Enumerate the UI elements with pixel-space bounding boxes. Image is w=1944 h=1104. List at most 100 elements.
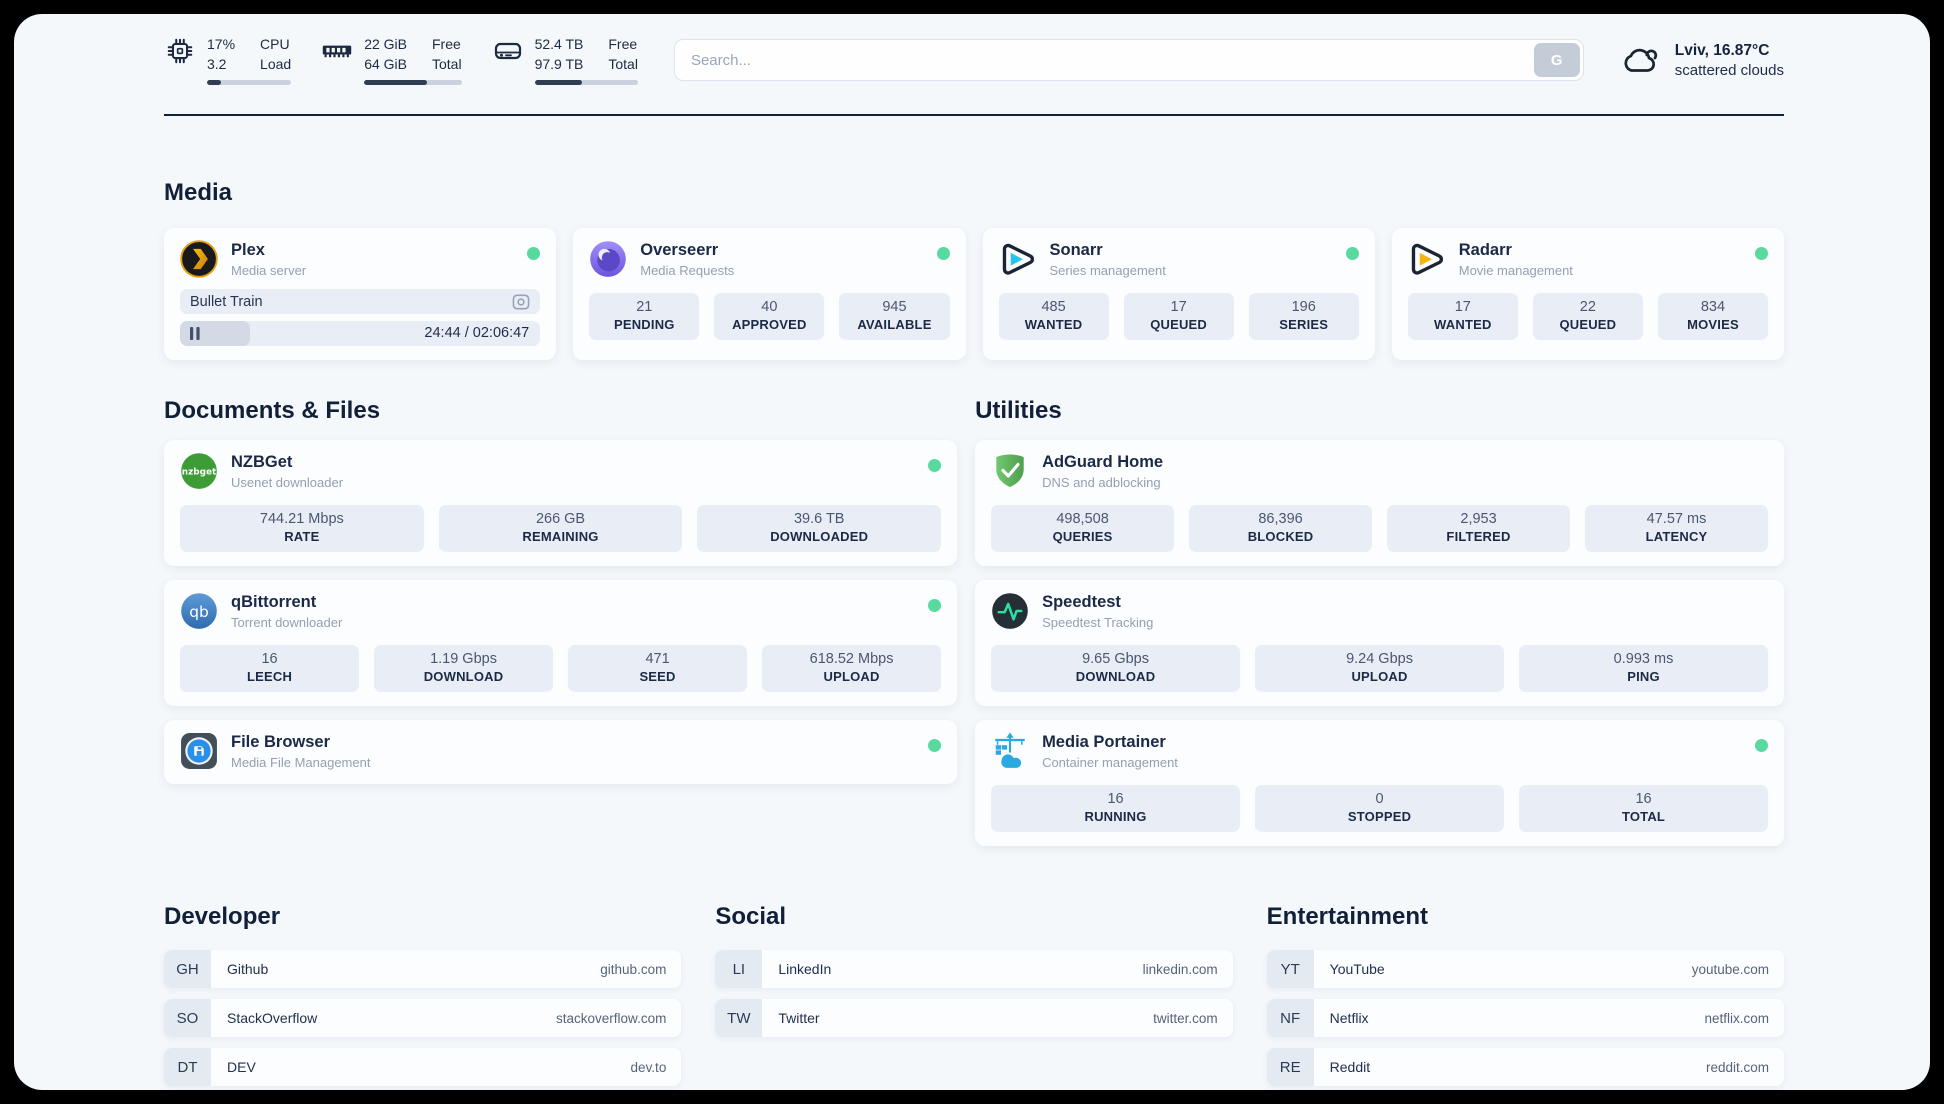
stat-wanted: 485 WANTED: [998, 293, 1109, 340]
portainer-icon: [995, 732, 1025, 768]
pause-icon: [190, 327, 200, 340]
stat-remaining: 266 GB REMAINING: [438, 505, 683, 552]
svg-text:qb: qb: [189, 603, 209, 621]
system-widgets: 17% 3.2 CPU Load 22 GiB 64 GiB Free Total: [164, 35, 638, 85]
bookmark-github[interactable]: GH Github github.com: [164, 950, 682, 988]
memory-labels: Free Total: [432, 36, 462, 72]
bookmark-group-entertainment: Entertainment YT YouTube youtube.com NF …: [1266, 902, 1784, 1086]
stat-upload: 9.24 Gbps UPLOAD: [1255, 645, 1505, 692]
bookmark-name: Netflix: [1329, 1010, 1369, 1026]
app-card-adguard: AdGuard Home DNS and adblocking 498,508 Q…: [975, 440, 1784, 566]
stat-queued: 17 QUEUED: [1123, 293, 1234, 340]
bookmark-youtube[interactable]: YT YouTube youtube.com: [1266, 950, 1784, 988]
weather-widget: Lviv, 16.87°C scattered clouds: [1620, 42, 1784, 79]
nzbget-icon: nzbget: [181, 453, 217, 489]
app-link-radarr[interactable]: Radarr Movie management: [1408, 240, 1768, 278]
bookmark-name: Reddit: [1329, 1059, 1371, 1075]
app-link-adguard[interactable]: AdGuard Home DNS and adblocking: [991, 452, 1768, 490]
bookmark-netflix[interactable]: NF Netflix netflix.com: [1266, 999, 1784, 1037]
app-link-nzbget[interactable]: nzbget NZBGet Usenet downloader: [180, 452, 942, 490]
section-documents: Documents & Files nzbget NZBGet Usenet d…: [164, 396, 958, 784]
bookmark-abbr: RE: [1266, 1048, 1314, 1086]
dashboard-window: 17% 3.2 CPU Load 22 GiB 64 GiB Free Total: [14, 14, 1930, 1090]
stat-downloaded: 39.6 TB DOWNLOADED: [697, 505, 942, 552]
bookmark-reddit[interactable]: RE Reddit reddit.com: [1266, 1048, 1784, 1086]
stat-download: 1.19 Gbps DOWNLOAD: [374, 645, 554, 692]
app-card-speedtest: Speedtest Speedtest Tracking 9.65 Gbps DO…: [975, 580, 1784, 706]
filebrowser-icon: [181, 733, 217, 769]
svg-text:nzbget: nzbget: [182, 468, 217, 478]
section-utilities: Utilities AdGuard Home DNS and adblockin…: [975, 396, 1784, 846]
bookmark-name: DEV: [227, 1059, 256, 1075]
memory-values: 22 GiB 64 GiB: [364, 36, 407, 72]
bookmark-name: YouTube: [1329, 961, 1385, 977]
stat-blocked: 86,396 BLOCKED: [1189, 505, 1373, 552]
bookmark-stackoverflow[interactable]: SO StackOverflow stackoverflow.com: [164, 999, 682, 1037]
cpu-icon: [167, 38, 193, 64]
stat-wanted: 17 WANTED: [1407, 293, 1518, 340]
radarr-stats: 17 WANTED 22 QUEUED 834 MOVIES: [1407, 293, 1768, 340]
memory-progress: [364, 79, 462, 85]
app-link-qbittorrent[interactable]: qb qBittorrent Torrent downloader: [180, 592, 942, 630]
section-title-developer: Developer: [164, 903, 281, 930]
stat-queued: 22 QUEUED: [1532, 293, 1643, 340]
app-card-nzbget: nzbget NZBGet Usenet downloader 744.21 M…: [164, 440, 958, 566]
app-card-qbittorrent: qb qBittorrent Torrent downloader 16 LEEC…: [164, 580, 958, 706]
stat-download: 9.65 Gbps DOWNLOAD: [991, 645, 1241, 692]
search-bar: G: [673, 39, 1584, 81]
storage-labels: Free Total: [608, 36, 638, 72]
media-grid: Plex Media server Bullet Train 24:44 / 0…: [164, 228, 1784, 360]
storage-icon: [494, 43, 521, 60]
section-title-media: Media: [164, 179, 233, 206]
playback-progress: 24:44 / 02:06:47: [180, 321, 541, 346]
overseerr-icon: [590, 241, 627, 277]
status-dot: [1345, 247, 1359, 260]
bookmark-dev[interactable]: DT DEV dev.to: [164, 1048, 682, 1086]
section-title-social: Social: [715, 903, 787, 930]
app-link-plex[interactable]: Plex Media server: [180, 240, 541, 278]
bookmark-url: github.com: [600, 961, 667, 977]
qbittorrent-icon: qb: [181, 593, 217, 629]
app-link-sonarr[interactable]: Sonarr Series management: [999, 240, 1359, 278]
stat-approved: 40 APPROVED: [714, 293, 825, 340]
app-link-portainer[interactable]: Media Portainer Container management: [991, 732, 1768, 770]
bookmark-abbr: TW: [715, 999, 763, 1037]
stat-upload: 618.52 Mbps UPLOAD: [762, 645, 942, 692]
status-dot: [936, 247, 950, 260]
bookmark-url: youtube.com: [1691, 961, 1769, 977]
sonarr-stats: 485 WANTED 17 QUEUED 196 SERIES: [998, 293, 1359, 340]
app-link-overseerr[interactable]: Overseerr Media Requests: [589, 240, 950, 278]
sonarr-icon: [1002, 243, 1034, 275]
speedtest-icon: [992, 593, 1028, 629]
nzbget-stats: 744.21 Mbps RATE 266 GB REMAINING 39.6 TB D…: [180, 505, 942, 552]
cpu-labels: CPU Load: [260, 36, 292, 72]
now-playing-title: Bullet Train: [190, 293, 263, 310]
playback-time: 24:44 / 02:06:47: [424, 325, 530, 341]
bookmark-abbr: LI: [715, 950, 763, 988]
app-card-radarr: Radarr Movie management 17 WANTED 22 QUEUE…: [1391, 228, 1784, 360]
bookmark-twitter[interactable]: TW Twitter twitter.com: [715, 999, 1233, 1037]
speedtest-stats: 9.65 Gbps DOWNLOAD 9.24 Gbps UPLOAD 0.993 …: [991, 645, 1768, 692]
overseerr-stats: 21 PENDING 40 APPROVED 945 AVAILABLE: [589, 293, 950, 340]
qbittorrent-stats: 16 LEECH 1.19 Gbps DOWNLOAD 471 SEED 618.52…: [180, 645, 942, 692]
app-link-filebrowser[interactable]: File Browser Media File Management: [180, 732, 942, 770]
bookmark-abbr: DT: [164, 1048, 211, 1086]
section-title-utilities: Utilities: [975, 397, 1062, 424]
bookmark-url: netflix.com: [1704, 1010, 1769, 1026]
section-title-entertainment: Entertainment: [1266, 903, 1429, 930]
bookmark-group-developer: Developer GH Github github.com SO StackO…: [164, 902, 682, 1086]
search-engine-button[interactable]: G: [1533, 43, 1580, 77]
bookmark-name: Twitter: [778, 1010, 820, 1026]
plex-icon: [180, 240, 218, 278]
top-bar: 17% 3.2 CPU Load 22 GiB 64 GiB Free Total: [164, 35, 1784, 85]
search-input[interactable]: [673, 39, 1584, 81]
weather-condition: scattered clouds: [1674, 61, 1784, 79]
cpu-widget: 17% 3.2 CPU Load: [164, 35, 292, 85]
app-link-speedtest[interactable]: Speedtest Speedtest Tracking: [991, 592, 1768, 630]
bookmark-abbr: SO: [164, 999, 211, 1037]
bookmark-linkedin[interactable]: LI LinkedIn linkedin.com: [715, 950, 1233, 988]
status-dot: [928, 459, 942, 472]
app-card-portainer: Media Portainer Container management 16 R…: [975, 720, 1784, 846]
cpu-values: 17% 3.2: [207, 36, 236, 72]
bookmark-abbr: GH: [164, 950, 211, 988]
